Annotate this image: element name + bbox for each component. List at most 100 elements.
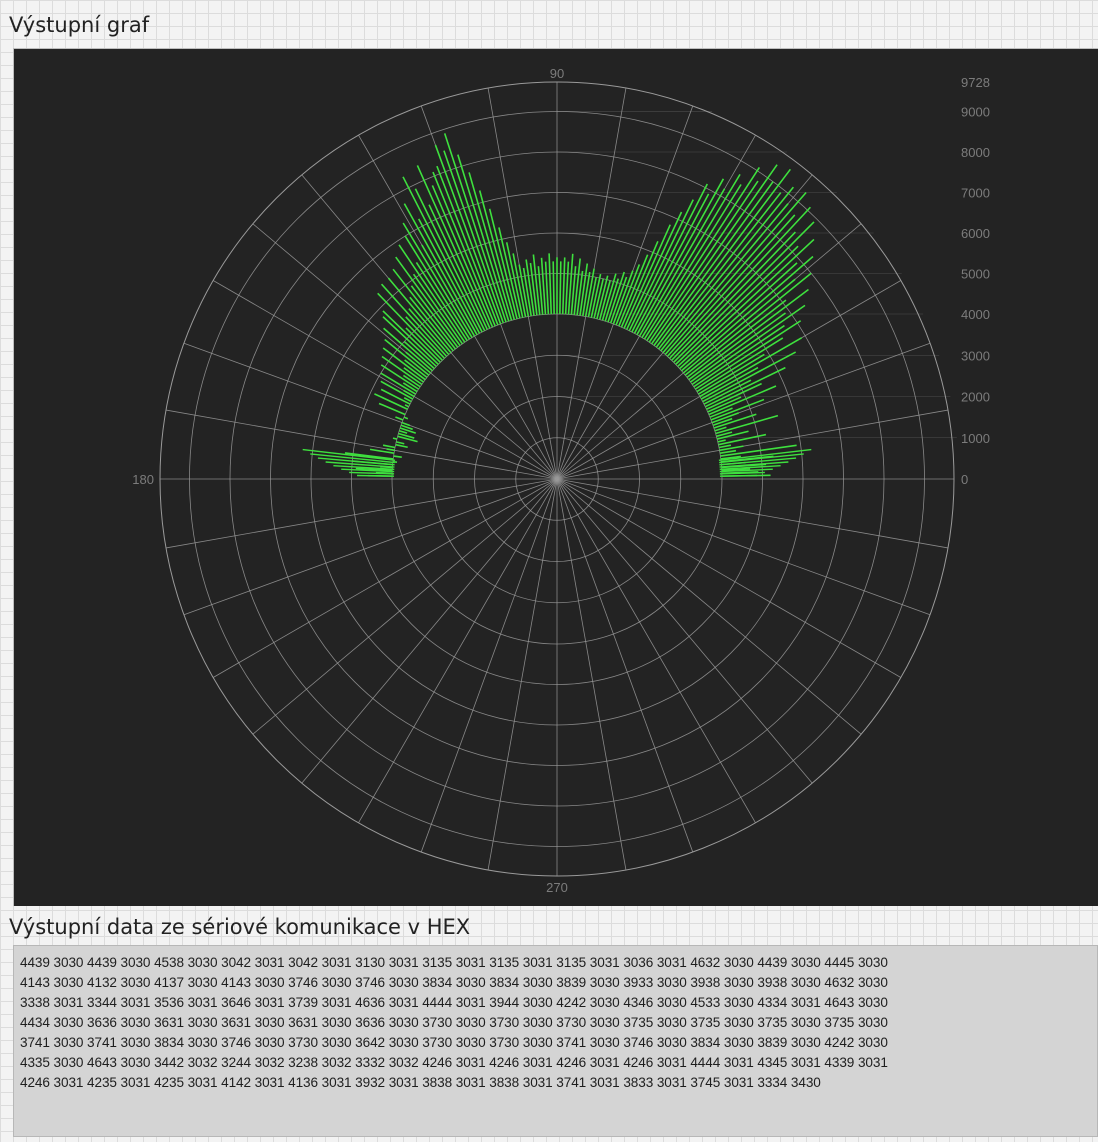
data-spoke: [403, 340, 435, 370]
hex-output-text: 4439 3030 4439 3030 4538 3030 3042 3031 …: [20, 953, 1096, 1093]
polar-spoke: [487, 478, 558, 871]
data-spoke: [700, 366, 759, 400]
data-spoke: [679, 262, 798, 370]
data-spoke: [544, 261, 550, 315]
data-spoke: [653, 181, 774, 346]
data-spoke: [377, 292, 443, 361]
data-spoke: [719, 449, 737, 454]
data-spoke: [648, 180, 759, 343]
data-spoke: [564, 261, 570, 315]
data-spoke: [344, 452, 394, 460]
data-spoke: [646, 166, 761, 342]
data-spoke: [590, 273, 602, 318]
data-spoke: [660, 186, 795, 352]
radial-tick-label: 2000: [961, 390, 990, 405]
polar-spoke: [301, 478, 558, 784]
data-spoke: [443, 150, 505, 324]
data-spoke: [412, 273, 464, 345]
data-spoke: [657, 192, 782, 350]
data-spoke: [576, 270, 584, 316]
angle-label-90: 90: [550, 66, 564, 81]
hex-line: 3338 3031 3344 3031 3536 3031 3646 3031 …: [20, 995, 888, 1010]
data-spoke: [518, 264, 530, 317]
data-spoke: [434, 144, 502, 325]
data-spoke: [529, 262, 538, 316]
polar-spoke: [556, 478, 627, 871]
data-spoke: [573, 258, 581, 315]
data-spoke: [698, 353, 765, 395]
polar-spoke: [252, 223, 558, 480]
polar-spoke: [556, 478, 862, 735]
data-spoke: [333, 465, 395, 471]
data-spoke: [436, 165, 499, 326]
data-spoke: [721, 468, 751, 472]
data-spoke: [548, 253, 553, 315]
data-spoke: [719, 457, 797, 466]
data-spoke: [349, 471, 395, 475]
data-spoke: [716, 431, 733, 438]
data-spoke: [561, 257, 566, 315]
data-spoke: [643, 184, 742, 340]
data-spoke: [395, 416, 404, 421]
data-spoke: [719, 474, 757, 477]
data-spoke: [604, 278, 620, 322]
polar-spoke: [556, 478, 813, 784]
data-spoke: [552, 261, 555, 315]
hex-line: 4434 3030 3636 3030 3631 3030 3631 3030 …: [20, 1015, 888, 1030]
data-spoke: [618, 254, 649, 327]
data-spoke: [443, 133, 507, 323]
data-spoke: [380, 283, 448, 357]
data-spoke: [607, 271, 626, 323]
data-spoke: [691, 304, 806, 386]
data-spoke: [378, 402, 406, 416]
data-spoke: [404, 235, 471, 340]
data-spoke: [317, 457, 395, 466]
data-spoke: [395, 443, 408, 449]
data-spoke: [403, 416, 409, 420]
data-spoke: [382, 347, 426, 381]
data-spoke: [405, 351, 432, 374]
data-spoke: [712, 417, 733, 427]
hex-output-box[interactable]: 4439 3030 4439 3030 4538 3030 3042 3031 …: [13, 945, 1098, 1137]
polar-spoke: [183, 342, 558, 480]
data-spoke: [570, 266, 577, 315]
data-spoke: [690, 312, 786, 383]
polar-spoke: [212, 280, 558, 480]
data-spoke: [393, 455, 402, 458]
data-spoke: [398, 244, 466, 343]
angle-label-180: 180: [132, 472, 154, 487]
hex-line: 4335 3030 4643 3030 3442 3032 3244 3032 …: [20, 1055, 888, 1070]
data-spoke: [357, 474, 395, 477]
data-spoke: [532, 254, 541, 315]
data-spoke: [579, 263, 589, 316]
data-spoke: [601, 273, 617, 321]
data-spoke: [567, 253, 574, 315]
polar-spoke: [183, 478, 558, 616]
data-spoke: [718, 433, 767, 446]
data-spoke: [404, 359, 428, 379]
data-spoke: [399, 427, 417, 434]
data-spoke: [478, 190, 516, 320]
polar-chart-svg: 90 180 270 9728 9000 8000 7000 6000 5000 4000 3000…: [132, 66, 990, 895]
data-spoke: [718, 444, 732, 449]
data-spoke: [623, 224, 671, 329]
radial-tick-label: 6000: [961, 226, 990, 241]
data-spoke: [718, 448, 812, 461]
data-spoke: [417, 218, 481, 334]
angle-label-270: 270: [546, 880, 568, 895]
data-spoke: [615, 264, 641, 326]
polar-graph: 90 180 270 9728 9000 8000 7000 6000 5000 4000 3000…: [13, 48, 1098, 906]
data-spoke: [686, 299, 787, 379]
data-spoke: [719, 445, 744, 452]
data-spoke: [402, 176, 483, 333]
data-spoke: [416, 165, 491, 329]
polar-spoke: [556, 342, 931, 480]
data-spoke: [381, 355, 423, 386]
hex-panel-title: Výstupní data ze sériové komunikace v HE…: [9, 915, 471, 939]
data-spoke: [704, 366, 786, 408]
data-spoke: [310, 453, 395, 464]
data-spoke: [626, 211, 683, 330]
data-spoke: [631, 183, 709, 333]
data-spoke: [396, 441, 405, 445]
polar-spoke: [556, 478, 902, 678]
